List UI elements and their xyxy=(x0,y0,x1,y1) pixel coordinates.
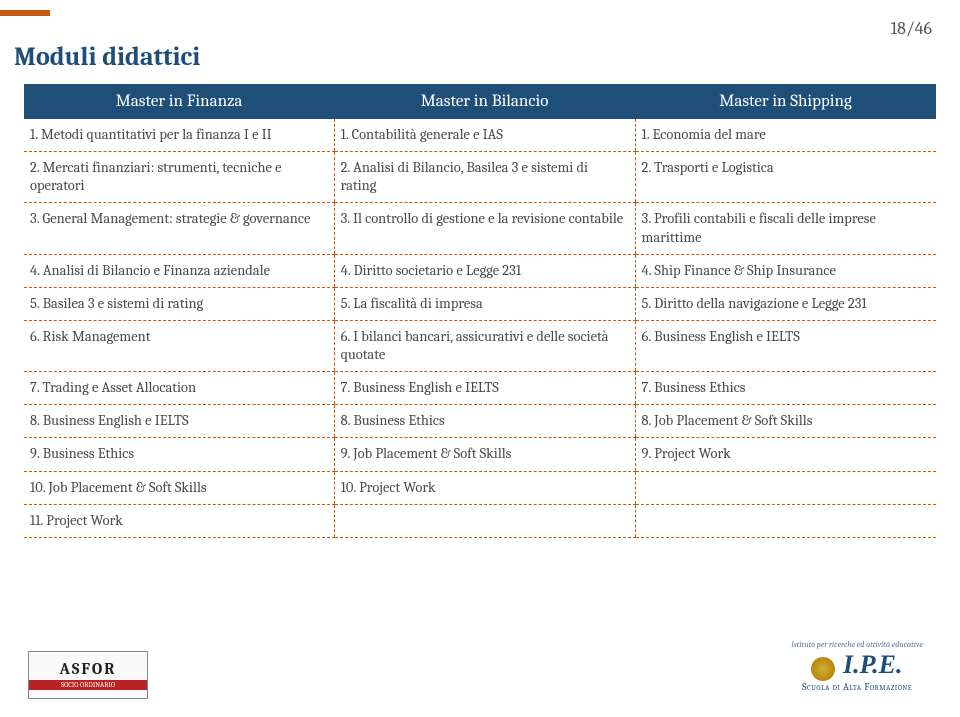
table-cell: 3. Profili contabili e fiscali delle imp… xyxy=(635,203,936,254)
table-cell: 8. Business English e IELTS xyxy=(24,405,334,438)
table-cell: 1. Economia del mare xyxy=(635,119,936,152)
table-cell: 1. Metodi quantitativi per la finanza I … xyxy=(24,119,334,152)
table-row: 4. Analisi di Bilancio e Finanza azienda… xyxy=(24,254,936,287)
table-cell xyxy=(635,471,936,504)
table-cell: 8. Business Ethics xyxy=(334,405,635,438)
footer: ASFOR SOCIO ORDINARIO Istituto per ricer… xyxy=(0,639,960,709)
table-cell: 2. Mercati finanziari: strumenti, tecnic… xyxy=(24,152,334,203)
col-header-finanza: Master in Finanza xyxy=(24,84,334,119)
table-row: 9. Business Ethics9. Job Placement & Sof… xyxy=(24,438,936,471)
table-cell: 3. General Management: strategie & gover… xyxy=(24,203,334,254)
table-cell: 9. Project Work xyxy=(635,438,936,471)
table-row: 10. Job Placement & Soft Skills10. Proje… xyxy=(24,471,936,504)
table-cell: 9. Job Placement & Soft Skills xyxy=(334,438,635,471)
table-cell: 4. Diritto societario e Legge 231 xyxy=(334,254,635,287)
table-row: 1. Metodi quantitativi per la finanza I … xyxy=(24,119,936,152)
table-cell: 7. Business English e IELTS xyxy=(334,372,635,405)
table-cell: 5. Basilea 3 e sistemi di rating xyxy=(24,287,334,320)
ipe-logo-sub: Scuola di Alta Formazione xyxy=(782,681,932,693)
ipe-badge-icon xyxy=(811,657,835,681)
table-cell: 6. Risk Management xyxy=(24,320,334,371)
table-row: 2. Mercati finanziari: strumenti, tecnic… xyxy=(24,152,936,203)
table-cell: 3. Il controllo di gestione e la revisio… xyxy=(334,203,635,254)
table-cell xyxy=(334,504,635,537)
table-cell: 2. Analisi di Bilancio, Basilea 3 e sist… xyxy=(334,152,635,203)
table-cell: 7. Business Ethics xyxy=(635,372,936,405)
asfor-logo: ASFOR SOCIO ORDINARIO xyxy=(28,651,148,699)
table-cell: 11. Project Work xyxy=(24,504,334,537)
table-header-row: Master in Finanza Master in Bilancio Mas… xyxy=(24,84,936,119)
table-cell: 1. Contabilità generale e IAS xyxy=(334,119,635,152)
table-row: 8. Business English e IELTS8. Business E… xyxy=(24,405,936,438)
table-row: 6. Risk Management6. I bilanci bancari, … xyxy=(24,320,936,371)
curriculum-table-container: Master in Finanza Master in Bilancio Mas… xyxy=(24,84,936,538)
table-cell: 5. Diritto della navigazione e Legge 231 xyxy=(635,287,936,320)
table-cell: 8. Job Placement & Soft Skills xyxy=(635,405,936,438)
table-cell: 7. Trading e Asset Allocation xyxy=(24,372,334,405)
table-cell: 10. Project Work xyxy=(334,471,635,504)
col-header-shipping: Master in Shipping xyxy=(635,84,936,119)
table-cell: 5. La fiscalità di impresa xyxy=(334,287,635,320)
page-title: Moduli didattici xyxy=(0,42,200,72)
table-row: 11. Project Work xyxy=(24,504,936,537)
table-cell: 6. I bilanci bancari, assicurativi e del… xyxy=(334,320,635,371)
table-cell: 4. Analisi di Bilancio e Finanza azienda… xyxy=(24,254,334,287)
table-cell: 4. Ship Finance & Ship Insurance xyxy=(635,254,936,287)
table-row: 7. Trading e Asset Allocation7. Business… xyxy=(24,372,936,405)
page-number: 18/46 xyxy=(891,18,932,39)
table-row: 5. Basilea 3 e sistemi di rating5. La fi… xyxy=(24,287,936,320)
col-header-bilancio: Master in Bilancio xyxy=(334,84,635,119)
accent-bar xyxy=(0,10,50,16)
table-cell: 6. Business English e IELTS xyxy=(635,320,936,371)
table-cell: 9. Business Ethics xyxy=(24,438,334,471)
curriculum-table: Master in Finanza Master in Bilancio Mas… xyxy=(24,84,936,538)
ipe-logo: Istituto per ricerche ed attività educat… xyxy=(782,641,932,701)
ipe-logo-tagline: Istituto per ricerche ed attività educat… xyxy=(782,641,932,650)
asfor-logo-sub: SOCIO ORDINARIO xyxy=(29,680,147,690)
asfor-logo-text: ASFOR xyxy=(29,660,147,678)
table-cell: 10. Job Placement & Soft Skills xyxy=(24,471,334,504)
table-row: 3. General Management: strategie & gover… xyxy=(24,203,936,254)
table-cell xyxy=(635,504,936,537)
table-cell: 2. Trasporti e Logistica xyxy=(635,152,936,203)
ipe-logo-main: I.P.E. xyxy=(843,650,903,679)
